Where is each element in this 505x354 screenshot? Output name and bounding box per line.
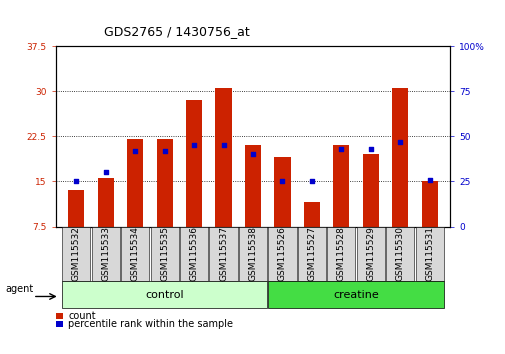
Text: GSM115534: GSM115534: [130, 227, 139, 281]
Text: GSM115526: GSM115526: [277, 227, 286, 281]
Text: GSM115536: GSM115536: [189, 227, 198, 281]
Bar: [244, 145, 261, 227]
Bar: [362, 154, 378, 227]
Text: agent: agent: [5, 284, 33, 295]
Point: [102, 170, 110, 175]
Point: [219, 142, 227, 148]
Bar: [68, 190, 84, 227]
Point: [278, 178, 286, 184]
Text: GSM115537: GSM115537: [219, 227, 228, 281]
Point: [248, 152, 257, 157]
Bar: [333, 145, 349, 227]
Text: GSM115529: GSM115529: [366, 227, 375, 281]
Point: [160, 148, 168, 154]
Text: GSM115531: GSM115531: [424, 227, 433, 281]
Text: GDS2765 / 1430756_at: GDS2765 / 1430756_at: [104, 25, 249, 38]
Point: [366, 146, 374, 152]
Point: [72, 178, 80, 184]
Text: percentile rank within the sample: percentile rank within the sample: [68, 319, 233, 329]
Bar: [97, 178, 114, 227]
Text: GSM115538: GSM115538: [248, 227, 257, 281]
Point: [131, 148, 139, 154]
Bar: [274, 157, 290, 227]
Bar: [127, 139, 143, 227]
Bar: [156, 139, 172, 227]
Text: GSM115527: GSM115527: [307, 227, 316, 281]
Bar: [391, 88, 408, 227]
Point: [337, 146, 345, 152]
Point: [425, 177, 433, 182]
Text: GSM115533: GSM115533: [101, 227, 110, 281]
Point: [190, 142, 198, 148]
Point: [395, 139, 403, 144]
Text: creatine: creatine: [333, 290, 378, 300]
Bar: [303, 202, 319, 227]
Point: [307, 178, 315, 184]
Text: GSM115530: GSM115530: [395, 227, 404, 281]
Text: count: count: [68, 311, 96, 321]
Text: GSM115528: GSM115528: [336, 227, 345, 281]
Bar: [215, 88, 231, 227]
Bar: [186, 100, 202, 227]
Text: GSM115532: GSM115532: [72, 227, 81, 281]
Text: control: control: [145, 290, 184, 300]
Bar: [421, 181, 437, 227]
Text: GSM115535: GSM115535: [160, 227, 169, 281]
